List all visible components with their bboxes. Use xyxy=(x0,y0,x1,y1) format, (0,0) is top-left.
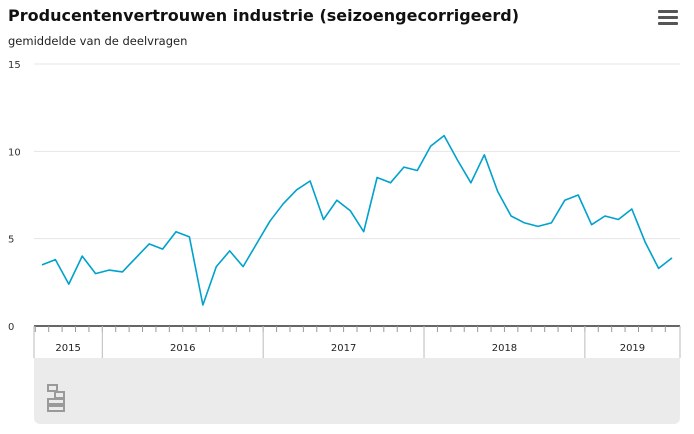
x-year-label: 2016 xyxy=(170,343,195,354)
cbs-logo-icon xyxy=(47,384,65,412)
hamburger-menu-icon[interactable] xyxy=(658,10,678,26)
series-line xyxy=(41,134,673,306)
y-tick-label: 15 xyxy=(8,60,21,71)
x-axis xyxy=(34,325,680,332)
x-axis-year-labels: 2015 2016 2017 2018 2019 xyxy=(55,343,645,354)
series-layer xyxy=(41,134,673,306)
year-dividers xyxy=(33,326,681,358)
x-year-label: 2018 xyxy=(492,343,517,354)
grid-layer xyxy=(34,63,680,240)
chart-subtitle: gemiddelde van de deelvragen xyxy=(8,34,188,48)
y-tick-label: 5 xyxy=(8,235,14,246)
y-tick-label: 10 xyxy=(8,147,21,158)
x-year-label: 2015 xyxy=(55,343,80,354)
y-axis-labels: 0 5 10 15 xyxy=(8,60,21,333)
x-year-label: 2019 xyxy=(620,343,645,354)
x-year-label: 2017 xyxy=(331,343,356,354)
y-tick-label: 0 xyxy=(8,322,14,333)
chart-title: Producentenvertrouwen industrie (seizoen… xyxy=(8,6,520,25)
navigator-band xyxy=(34,358,680,424)
